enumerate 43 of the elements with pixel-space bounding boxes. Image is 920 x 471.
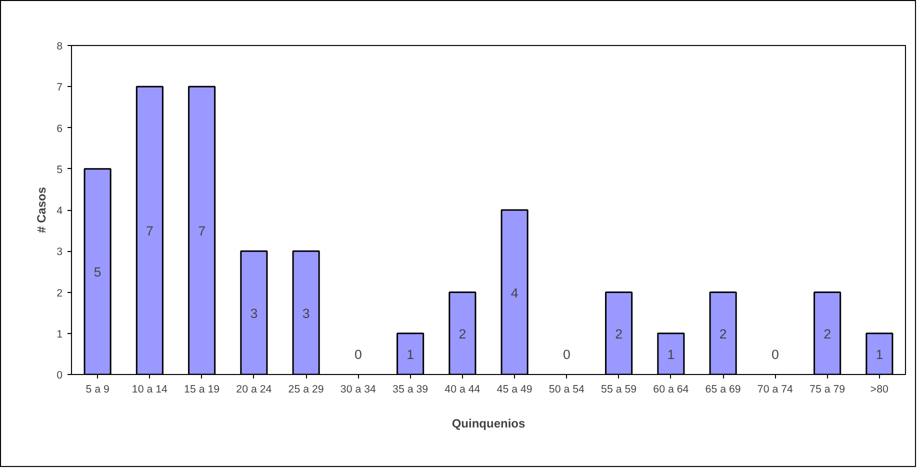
x-tick-label: 50 a 54 <box>548 384 585 396</box>
y-tick-label: 5 <box>56 164 63 176</box>
y-tick-label: 7 <box>56 82 63 94</box>
x-tick-label: 70 a 74 <box>757 384 794 396</box>
data-label: 7 <box>198 224 206 239</box>
x-tick-label: 55 a 59 <box>601 384 637 396</box>
y-tick-label: 6 <box>56 122 63 135</box>
x-axis-title: Quinquenios <box>452 416 526 430</box>
x-tick-label: 60 a 64 <box>653 384 689 396</box>
x-tick-label: >80 <box>870 384 889 396</box>
data-label: 4 <box>510 285 519 300</box>
y-tick-label: 3 <box>56 246 63 258</box>
x-tick-label: 15 a 19 <box>184 384 220 396</box>
x-tick-label: 75 a 79 <box>810 384 846 396</box>
x-tick-label: 45 a 49 <box>496 384 532 396</box>
data-label: 2 <box>824 326 832 342</box>
data-label: 0 <box>771 346 779 362</box>
x-tick-label: 20 a 24 <box>236 384 272 396</box>
data-label: 3 <box>250 306 258 321</box>
y-tick-label: 1 <box>56 328 63 340</box>
x-tick-label: 5 a 9 <box>86 384 110 396</box>
y-tick-label: 4 <box>56 205 63 217</box>
x-tick-label: 30 a 34 <box>340 384 376 396</box>
data-label: 5 <box>94 264 102 280</box>
data-label: 2 <box>458 326 466 342</box>
data-label: 1 <box>667 346 675 362</box>
y-tick-label: 8 <box>56 40 63 52</box>
data-label: 2 <box>615 326 623 342</box>
data-label: 2 <box>719 326 727 342</box>
data-label: 0 <box>562 346 570 362</box>
y-tick-label: 0 <box>56 370 63 382</box>
x-tick-label: 40 a 44 <box>444 384 480 396</box>
x-tick-label: 25 a 29 <box>288 384 324 396</box>
data-label: 3 <box>302 306 310 321</box>
data-label: 1 <box>406 346 414 362</box>
y-axis-title: # Casos <box>34 186 49 234</box>
data-label: 7 <box>146 224 154 239</box>
x-tick-label: 65 a 69 <box>705 384 741 396</box>
data-label: 0 <box>354 346 362 362</box>
x-tick-label: 10 a 14 <box>132 384 168 396</box>
data-label: 1 <box>876 346 884 362</box>
x-tick-label: 35 a 39 <box>392 384 428 396</box>
y-tick-label: 2 <box>56 287 63 300</box>
